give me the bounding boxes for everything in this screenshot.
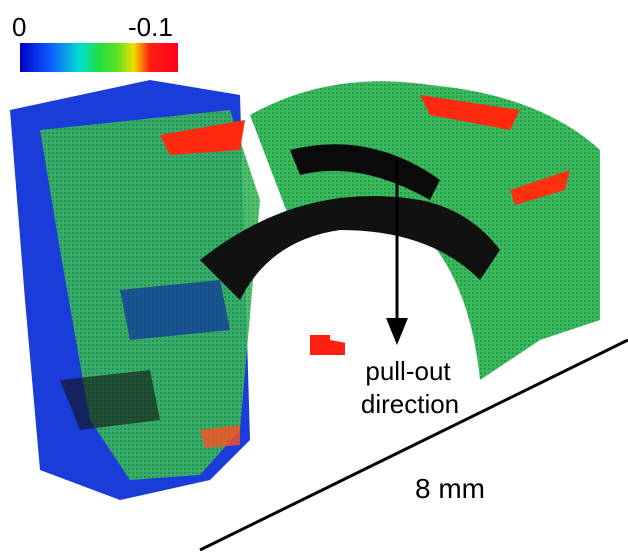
page: {"colorbar": {"min_label": "0", "max_lab… <box>0 0 628 553</box>
rendered-structure <box>10 80 600 500</box>
colorbar <box>20 43 178 72</box>
colorbar-max-label: -0.1 <box>128 12 173 42</box>
scale-bar-label: 8 mm <box>415 473 485 504</box>
annotation-line: pull-out <box>365 356 451 386</box>
colorbar-min-label: 0 <box>12 12 26 42</box>
figure: 0 -0.1 pull-out direction 8 mm <box>0 0 628 553</box>
annotation-line: direction <box>361 389 459 419</box>
